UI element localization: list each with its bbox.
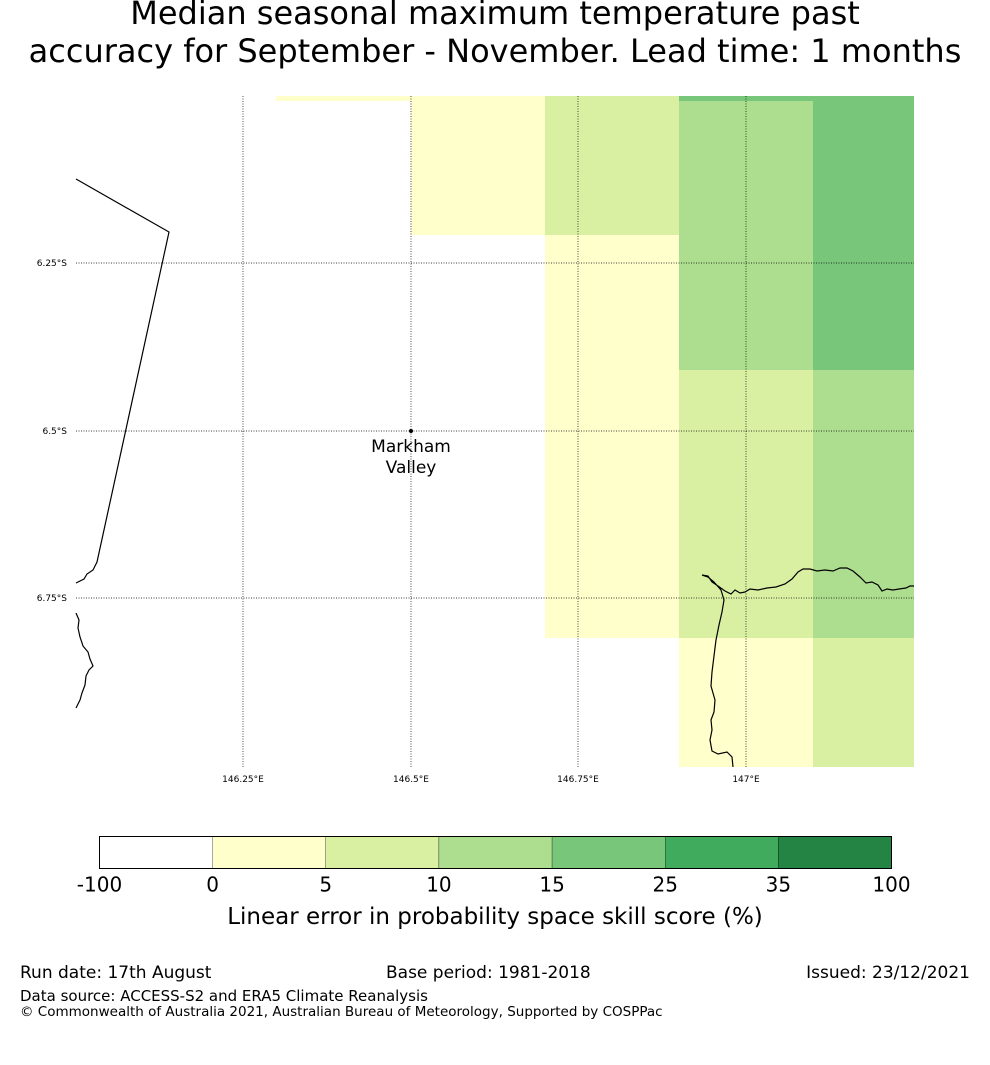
colorbar-tick-label: 15 bbox=[539, 873, 564, 897]
colorbar-label: Linear error in probability space skill … bbox=[227, 904, 763, 930]
lat-labels: 6.25°S 6.5°S 6.75°S bbox=[37, 259, 68, 604]
colorbar-segment bbox=[665, 836, 779, 869]
run-date: Run date: 17th August bbox=[20, 963, 212, 983]
grid-cell bbox=[411, 96, 545, 235]
colorbar-segment bbox=[212, 836, 326, 869]
map: Markham Valley 6.25°S 6.5°S 6.75°S 146.2… bbox=[37, 96, 914, 785]
colorbar-ticks: -100 0 5 10 15 25 35 100 bbox=[77, 873, 911, 897]
data-source: Data source: ACCESS-S2 and ERA5 Climate … bbox=[20, 987, 428, 1005]
coastline-west bbox=[75, 178, 170, 584]
title-line-2: accuracy for September - November. Lead … bbox=[28, 32, 962, 70]
place-name-line-1: Markham bbox=[371, 437, 451, 457]
grid-cell bbox=[276, 96, 411, 101]
colorbar-tick-label: 10 bbox=[426, 873, 451, 897]
lon-label: 146.5°E bbox=[393, 775, 429, 785]
colorbar-tick-label: 0 bbox=[206, 873, 219, 897]
colorbar-tick-label: -100 bbox=[77, 873, 122, 897]
colorbar-tick-label: 35 bbox=[766, 873, 791, 897]
colorbar-tick-label: 100 bbox=[872, 873, 910, 897]
colorbar: -100 0 5 10 15 25 35 100 Linear error in probab… bbox=[77, 836, 911, 930]
lat-label: 6.75°S bbox=[37, 594, 68, 604]
lat-label: 6.25°S bbox=[37, 259, 68, 269]
grid-cell bbox=[679, 638, 813, 767]
grid-cell bbox=[545, 96, 679, 235]
lon-labels: 146.25°E 146.5°E 146.75°E 147°E bbox=[222, 775, 760, 785]
coastline-southeast bbox=[701, 567, 914, 768]
grid-cell bbox=[813, 96, 914, 370]
coastline-southwest bbox=[75, 612, 94, 709]
colorbar-segment bbox=[99, 836, 213, 869]
colorbar-segment bbox=[438, 836, 553, 869]
colorbar-tick-label: 25 bbox=[652, 873, 677, 897]
colorbar-tick-label: 5 bbox=[319, 873, 332, 897]
copyright: © Commonwealth of Australia 2021, Austra… bbox=[20, 1004, 663, 1020]
grid-cell bbox=[813, 370, 914, 638]
chart-title: Median seasonal maximum temperature past… bbox=[0, 0, 990, 70]
coastline bbox=[75, 178, 914, 768]
colorbar-segments bbox=[99, 836, 892, 869]
place-marker: Markham Valley bbox=[371, 429, 451, 478]
colorbar-frame bbox=[99, 836, 892, 869]
skill-grid bbox=[276, 96, 914, 767]
colorbar-segment bbox=[325, 836, 440, 869]
lon-label: 146.75°E bbox=[557, 775, 599, 785]
lat-label: 6.5°S bbox=[42, 427, 67, 437]
place-name-line-2: Valley bbox=[386, 458, 437, 478]
colorbar-segment bbox=[551, 836, 666, 869]
grid-cell bbox=[545, 235, 679, 638]
issued-date: Issued: 23/12/2021 bbox=[806, 963, 970, 983]
grid-cell bbox=[813, 638, 914, 767]
lon-label: 146.25°E bbox=[222, 775, 264, 785]
title-line-1: Median seasonal maximum temperature past bbox=[130, 0, 860, 32]
place-dot bbox=[409, 429, 413, 433]
colorbar-segment bbox=[778, 836, 892, 869]
lon-label: 147°E bbox=[732, 775, 760, 785]
base-period: Base period: 1981-2018 bbox=[386, 963, 591, 983]
